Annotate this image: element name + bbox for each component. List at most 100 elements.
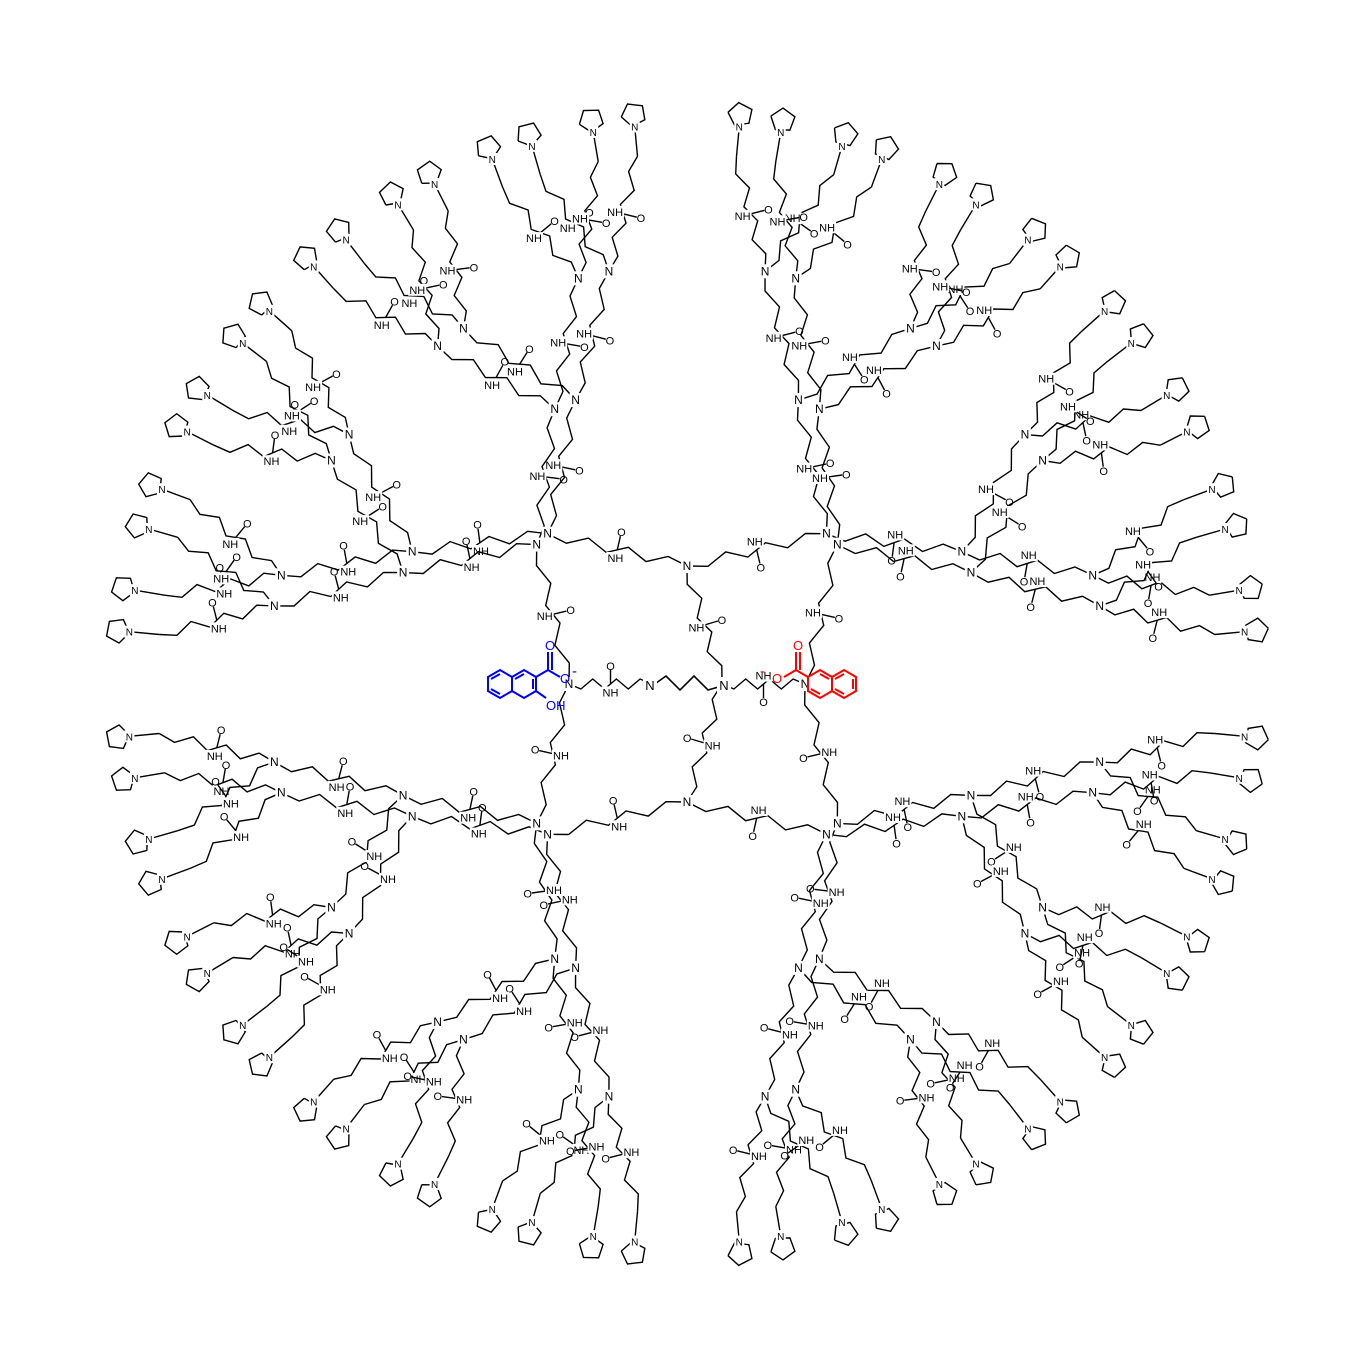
amide-nh: NH <box>842 352 858 364</box>
tertiary-amine: N <box>270 599 279 613</box>
amide-nh: NH <box>885 812 901 824</box>
tertiary-amine: N <box>532 816 541 830</box>
amide-oxygen: O <box>887 556 896 568</box>
pyrrolidone-n: N <box>1208 875 1215 886</box>
pyrrolidone-n: N <box>838 142 845 153</box>
amide-carbonyl-bond <box>588 219 603 223</box>
pyrrolidone-n: N <box>239 339 246 350</box>
amide-nh: NH <box>751 805 767 817</box>
pyrrolidone-n: N <box>777 128 784 139</box>
pyrrolidone-n: N <box>1101 1053 1108 1064</box>
amide-oxygen: O <box>896 571 905 583</box>
amide-carbonyl-bond <box>893 825 897 840</box>
amide-oxygen: O <box>575 466 584 478</box>
tertiary-amine: N <box>459 321 468 335</box>
guest-blue-anion-o: O <box>560 671 570 686</box>
amide-nh: NH <box>808 1021 824 1033</box>
amide-nh: NH <box>329 782 345 794</box>
amide-nh: NH <box>992 507 1008 519</box>
amide-oxygen: O <box>291 400 300 412</box>
amide-carbonyl-bond <box>756 549 761 564</box>
pyrrolidone-n: N <box>204 969 211 980</box>
amide-nh: NH <box>365 492 381 504</box>
amide-nh: NH <box>553 751 569 763</box>
amide-carbonyl-bond <box>405 1059 415 1073</box>
tertiary-amine: N <box>906 321 915 335</box>
amide-carbonyl-bond <box>545 476 560 480</box>
amide-nh: NH <box>791 340 807 352</box>
amide-carbonyl-bond <box>1079 945 1084 960</box>
amide-oxygen: O <box>540 900 549 912</box>
pyrrolidone-n: N <box>1235 586 1242 597</box>
pyrrolidone-n: N <box>183 932 190 943</box>
amide-nh: NH <box>1053 976 1069 988</box>
amide-nh: NH <box>366 851 382 863</box>
amide-nh: NH <box>592 1025 608 1037</box>
amide-nh: NH <box>851 992 867 1004</box>
tertiary-amine: N <box>932 1015 941 1029</box>
amide-oxygen: O <box>216 562 225 574</box>
amide-carbonyl-bond <box>1098 915 1103 930</box>
amide-carbonyl-bond <box>1147 571 1157 584</box>
amide-nh: NH <box>550 337 566 349</box>
pyrrolidone-n: N <box>183 428 190 439</box>
amide-oxygen: O <box>932 267 941 279</box>
pyrrolidone-ring <box>833 121 859 147</box>
amide-nh: NH <box>545 460 561 472</box>
pyrrolidone-ring <box>969 182 995 207</box>
amide-oxygen: O <box>1133 806 1142 818</box>
amide-oxygen: O <box>810 229 819 241</box>
amide-oxygen: O <box>1026 602 1035 614</box>
amide-carbonyl-bond <box>1100 452 1104 467</box>
pyrrolidone-ring <box>124 513 149 539</box>
amide-nh: NH <box>409 285 425 297</box>
amide-oxygen: O <box>835 613 844 625</box>
amide-carbonyl-bond <box>355 843 368 852</box>
tertiary-amine: N <box>833 538 842 552</box>
amide-nh: NH <box>464 562 480 574</box>
tertiary-amine: N <box>605 1090 614 1104</box>
amide-oxygen: O <box>764 1140 773 1152</box>
pyrrolidone-n: N <box>489 155 496 166</box>
amide-oxygen: O <box>683 733 692 745</box>
pyrrolidone-n: N <box>528 142 535 153</box>
amide-carbonyl-bond <box>380 485 394 494</box>
pyrrolidone-ring <box>1022 1125 1047 1151</box>
amide-carbonyl-bond <box>704 620 719 626</box>
amide-oxygen: O <box>373 1030 382 1042</box>
amide-oxygen: O <box>799 753 808 765</box>
amide-oxygen: O <box>757 563 766 575</box>
amide-nh: NH <box>829 887 845 899</box>
amide-oxygen: O <box>973 879 982 891</box>
amide-nh: NH <box>1025 766 1041 778</box>
amide-oxygen: O <box>501 357 510 369</box>
branch-arm <box>1092 498 1185 576</box>
pyrrolidone-n: N <box>126 732 133 743</box>
tertiary-amine: N <box>822 827 831 841</box>
amide-oxygen: O <box>1056 962 1065 974</box>
amide-nh: NH <box>819 222 835 234</box>
amide-oxygen: O <box>1065 387 1074 399</box>
amide-carbonyl-bond <box>877 377 886 391</box>
amide-oxygen: O <box>473 520 482 532</box>
amide-oxygen: O <box>566 605 575 617</box>
amide-nh: NH <box>337 808 353 820</box>
tertiary-amine: N <box>1038 454 1047 468</box>
pyrrolidone-n: N <box>1057 1098 1064 1109</box>
guest-blue-hydroxyl: OH <box>546 698 566 713</box>
tertiary-amine: N <box>327 454 336 468</box>
amide-carbonyl-bond <box>222 768 226 783</box>
amide-nh: NH <box>382 1053 398 1065</box>
amide-oxygen: O <box>780 1151 789 1163</box>
pyrrolidone-ring <box>727 101 753 126</box>
pyrrolidone-ring <box>185 967 210 993</box>
amide-oxygen: O <box>815 1142 824 1154</box>
amide-nh: NH <box>813 898 829 910</box>
amide-nh: NH <box>340 567 356 579</box>
amide-oxygen: O <box>1026 817 1035 829</box>
amide-nh: NH <box>898 545 914 557</box>
amide-oxygen: O <box>865 1001 874 1013</box>
branch-arm <box>1024 932 1142 959</box>
amide-oxygen: O <box>1146 547 1155 559</box>
amide-nh: NH <box>529 471 545 483</box>
